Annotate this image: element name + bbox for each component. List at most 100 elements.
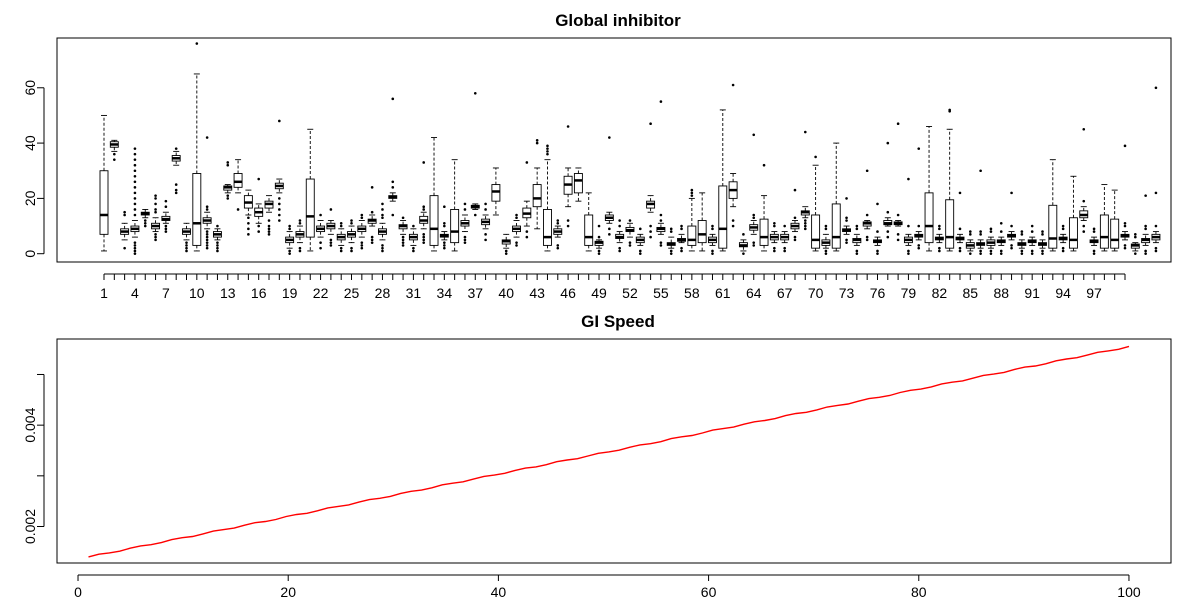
box-outlier-point [143, 221, 147, 225]
box-outlier-point [1154, 224, 1158, 228]
box [769, 221, 779, 253]
box-outlier-point [876, 249, 879, 253]
box-outlier-point [381, 202, 384, 206]
box-outlier-point [638, 252, 642, 256]
top-x-tick-label: 76 [870, 285, 886, 301]
box-outlier-point [824, 249, 828, 253]
box-outlier-point [608, 136, 611, 139]
box-outlier-point [999, 249, 1003, 253]
box-outlier-point [669, 227, 673, 231]
box-outlier-point [742, 233, 745, 236]
box [563, 125, 573, 228]
box-outlier-point [597, 249, 601, 253]
box-outlier-point [907, 224, 910, 228]
box [491, 167, 501, 216]
box-outlier-point [1020, 230, 1024, 233]
box [120, 210, 130, 250]
box-outlier-point [422, 235, 426, 239]
box-outlier-point [793, 188, 797, 192]
box [573, 167, 583, 202]
top-y-axis: 0 20 40 60 [22, 80, 45, 258]
box-outlier-point [185, 241, 188, 244]
box-outlier-point [762, 163, 766, 167]
box-outlier-point [164, 227, 168, 231]
box-iqr [429, 195, 439, 246]
box-outlier-point [793, 235, 797, 239]
box [749, 133, 759, 247]
box-outlier-point [711, 227, 714, 231]
box-outlier-point [886, 210, 890, 214]
box [842, 197, 851, 244]
box-outlier-point [381, 216, 384, 220]
box-outlier-point [422, 161, 426, 164]
box-outlier-point [174, 183, 178, 186]
box [274, 119, 284, 222]
box-outlier-point [288, 252, 291, 256]
box-outlier-point [298, 219, 302, 222]
box-iqr [811, 214, 821, 249]
top-x-tick-label: 97 [1086, 285, 1102, 301]
box-outlier-point [247, 216, 250, 220]
box-outlier-point [752, 244, 756, 247]
box [635, 227, 645, 256]
box [883, 141, 893, 239]
top-y-tick-label: 60 [22, 80, 38, 96]
box [584, 192, 594, 252]
box-outlier-point [164, 205, 168, 208]
box-outlier-point [659, 100, 663, 103]
box [347, 219, 356, 253]
box-outlier-point [669, 230, 673, 233]
bottom-x-axis: 0 20 40 60 80 100 [74, 574, 1141, 600]
box-outlier-point [989, 249, 993, 253]
box-outlier-point [876, 252, 879, 256]
box-outlier-point [917, 224, 921, 228]
box [831, 142, 841, 252]
box-outlier-point [896, 213, 900, 217]
box [336, 221, 346, 253]
box [790, 188, 800, 242]
box-outlier-point [401, 244, 405, 247]
box [965, 230, 975, 256]
box-outlier-point [247, 221, 250, 225]
speed-series [88, 345, 1130, 558]
box [1068, 175, 1078, 252]
box-outlier-point [1154, 249, 1158, 253]
box-outlier-point [422, 233, 426, 236]
top-chart-title: Global inhibitor [555, 11, 681, 30]
box-iqr [192, 173, 202, 246]
box-outlier-point [1020, 233, 1024, 236]
box-outlier-point [401, 241, 405, 244]
box [718, 109, 728, 252]
top-x-tick-label: 82 [932, 285, 948, 301]
box-outlier-point [278, 197, 281, 200]
box-outlier-point [1092, 230, 1096, 233]
box-outlier-point [752, 216, 756, 220]
box-outlier-point [515, 244, 518, 247]
box-outlier-point [278, 213, 281, 217]
box [532, 139, 542, 230]
box-outlier-point [752, 241, 756, 244]
box-outlier-point [278, 208, 281, 211]
box-outlier-point [133, 152, 137, 156]
box-outlier-point [339, 221, 343, 225]
box-outlier-point [319, 213, 322, 217]
box-iqr [718, 185, 728, 249]
bottom-x-tick-label: 80 [911, 584, 927, 600]
top-x-tick-label: 73 [839, 285, 855, 301]
box [450, 159, 460, 252]
box-outlier-point [515, 241, 518, 244]
box-outlier-point [205, 230, 209, 233]
box-outlier-point [443, 224, 446, 228]
box-outlier-point [618, 246, 621, 250]
box-outlier-point [546, 152, 549, 156]
box-outlier-point [360, 244, 364, 247]
top-x-tick-label: 91 [1024, 285, 1040, 301]
box-outlier-point [638, 227, 642, 231]
box-outlier-point [329, 241, 333, 244]
box [439, 205, 449, 250]
box [811, 155, 821, 252]
box [543, 144, 552, 252]
box-outlier-point [133, 244, 137, 247]
box-outlier-point [339, 246, 343, 250]
